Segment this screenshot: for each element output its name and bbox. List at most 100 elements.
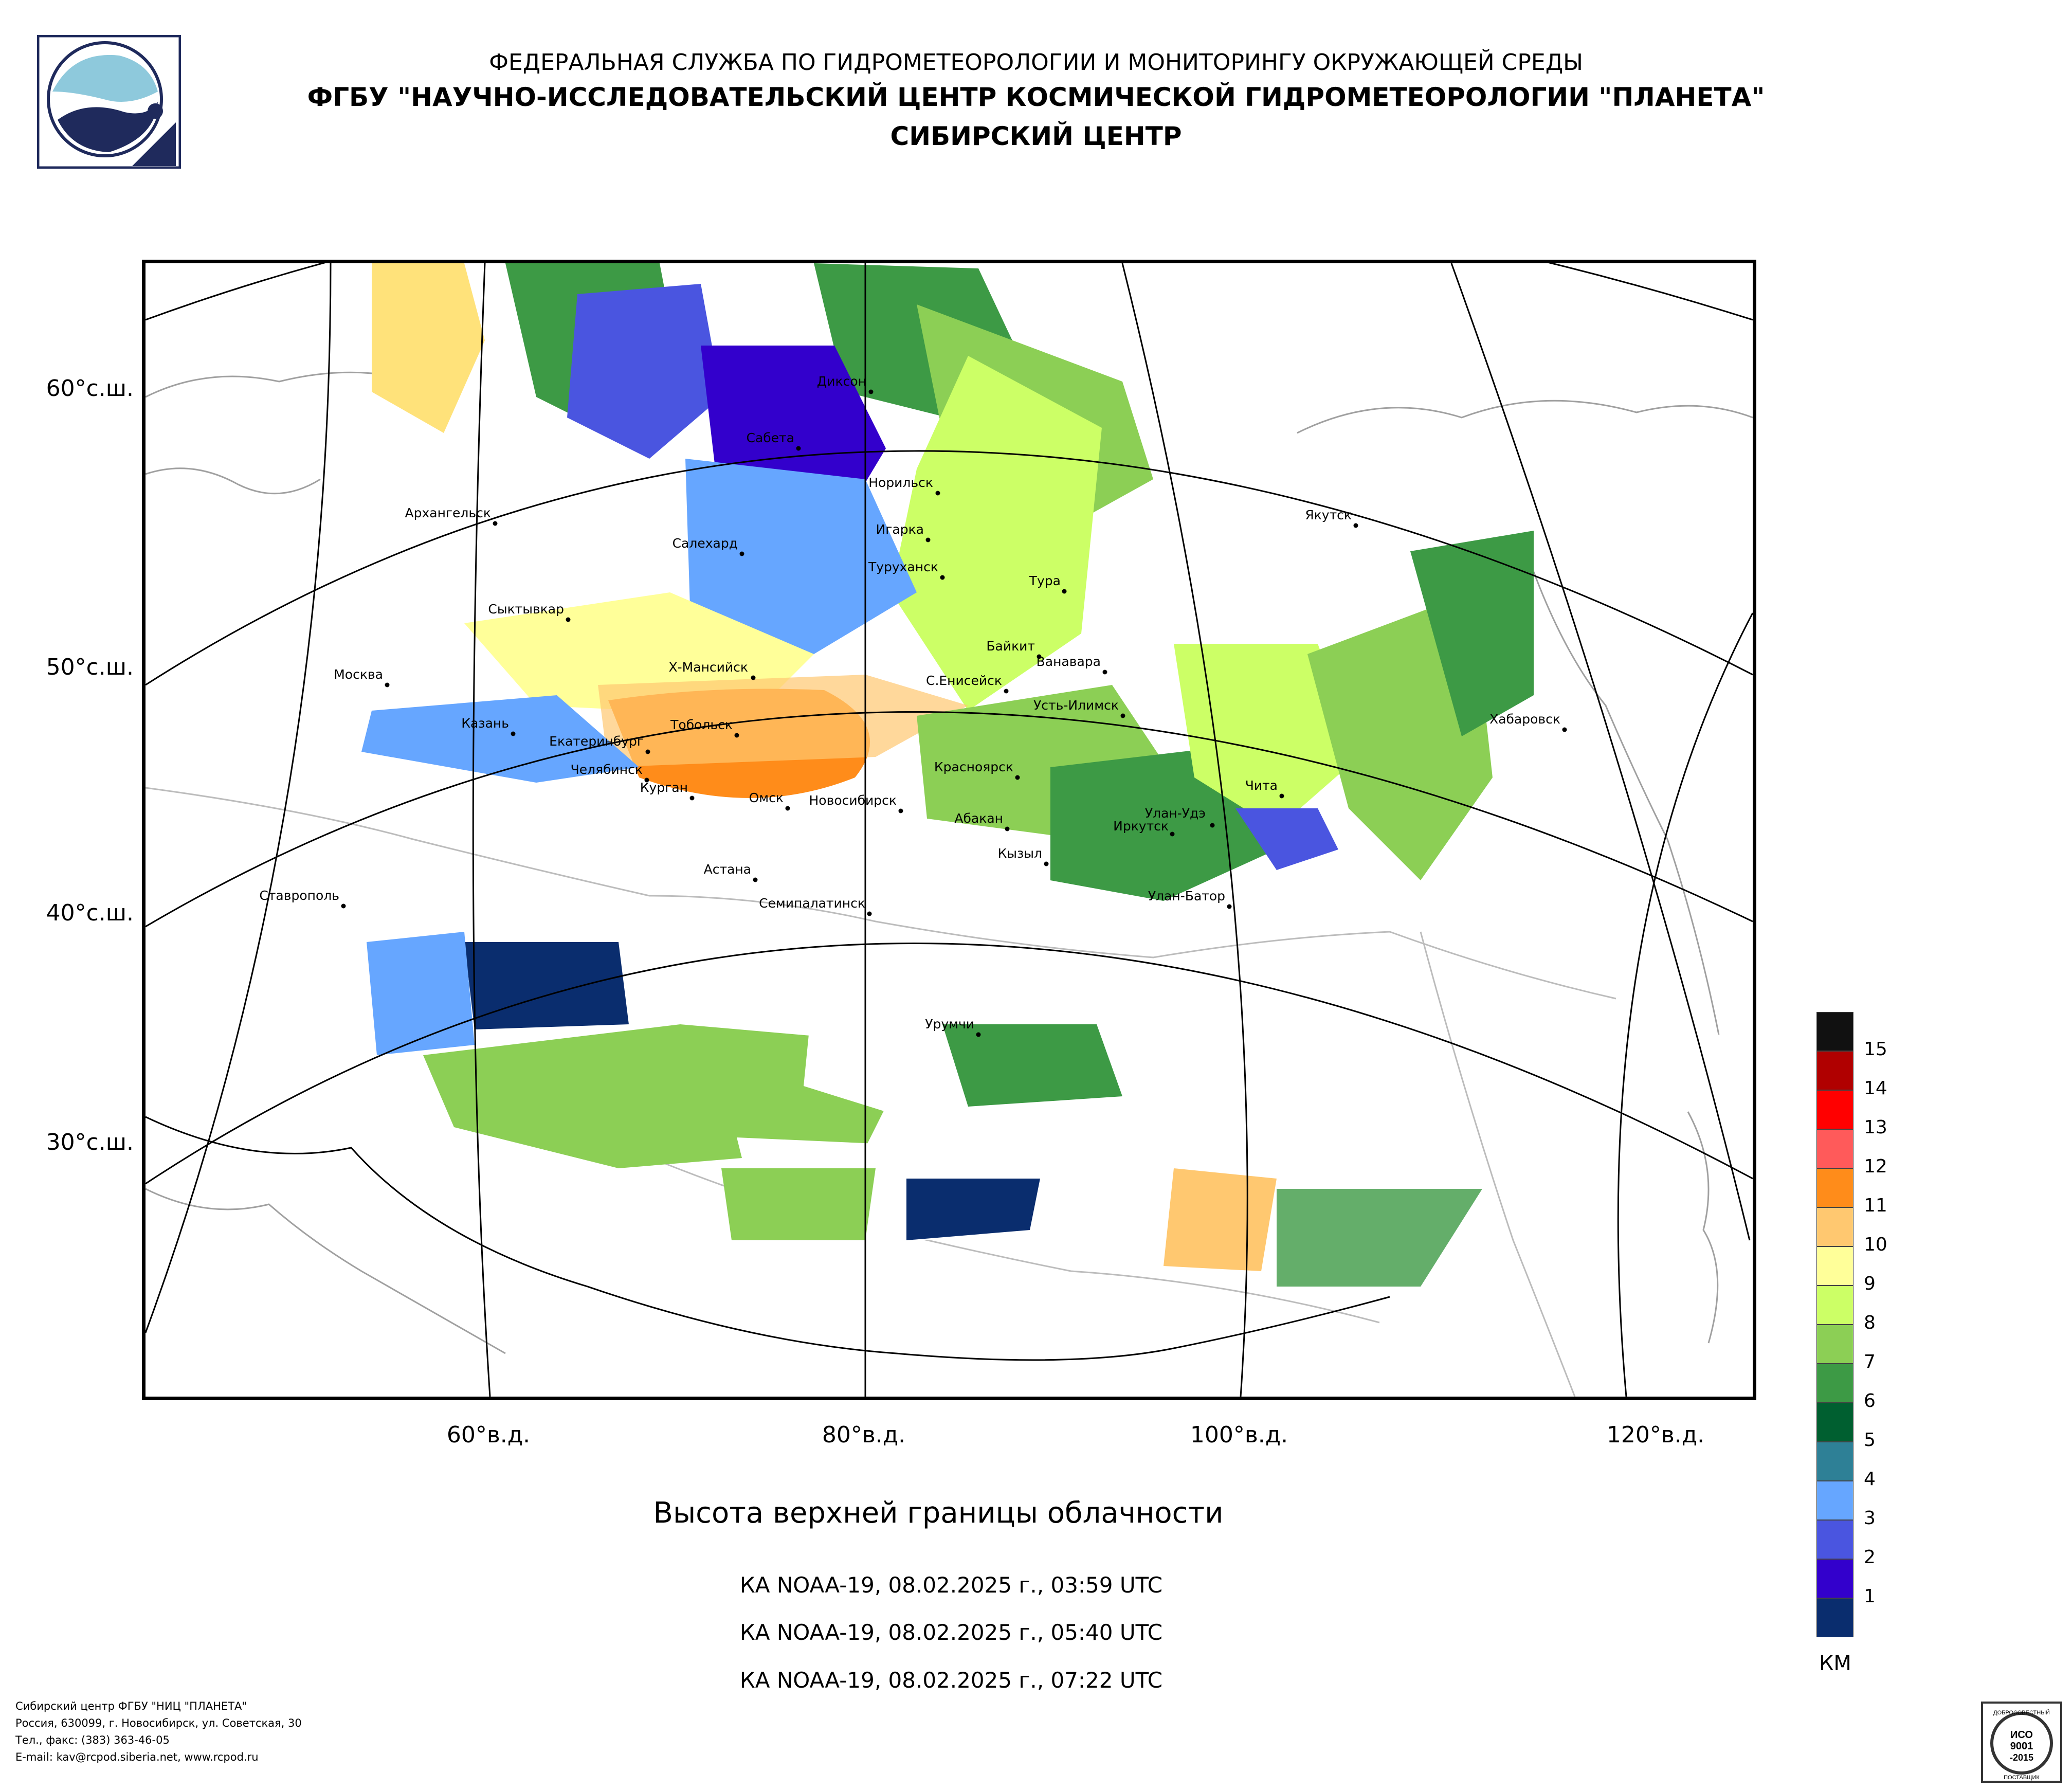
lon-label-80: 80°в.д. <box>822 1422 906 1448</box>
city-dot-kazan <box>511 731 516 736</box>
city-dot-semipalatinsk <box>867 911 872 916</box>
footer-phone: Тел., факс: (383) 363-46-05 <box>15 1734 170 1746</box>
legend-value-9: 9 <box>1864 1273 1876 1294</box>
city-dot-urumqi <box>976 1032 981 1037</box>
city-label-chelyabinsk: Челябинск <box>570 762 643 777</box>
city-dot-khabarovsk <box>1562 727 1567 732</box>
satellite-pass-3: КА NOAA-19, 08.02.2025 г., 07:22 UTC <box>739 1668 1163 1693</box>
city-dot-turukhansk <box>940 575 945 580</box>
lon-label-120: 120°в.д. <box>1606 1422 1705 1448</box>
city-label-dikson: Диксон <box>816 374 866 389</box>
city-label-ulan-ude: Улан-Удэ <box>1144 806 1206 821</box>
svg-text:-2015: -2015 <box>2010 1752 2033 1763</box>
legend-swatch-6 <box>1816 1364 1853 1403</box>
city-dot-s-eniseysk <box>1004 689 1009 694</box>
city-dot-igarka <box>925 537 931 542</box>
city-label-irkutsk: Иркутск <box>1113 819 1169 834</box>
agency-header: ФЕДЕРАЛЬНАЯ СЛУЖБА ПО ГИДРОМЕТЕОРОЛОГИИ … <box>489 49 1583 76</box>
city-label-igarka: Игарка <box>876 522 924 537</box>
city-dot-dikson <box>868 389 874 394</box>
city-dot-vanavara <box>1102 670 1107 675</box>
satellite-pass-1: КА NOAA-19, 08.02.2025 г., 03:59 UTC <box>739 1572 1163 1598</box>
legend-swatch-5 <box>1816 1403 1853 1442</box>
city-label-moscow: Москва <box>334 667 383 682</box>
city-label-s-eniseysk: С.Енисейск <box>925 673 1002 689</box>
city-dot-norilsk <box>935 491 940 496</box>
legend-swatch-2 <box>1816 1520 1853 1559</box>
map-canvas <box>146 263 1753 1397</box>
city-label-kurgan: Курган <box>640 780 688 795</box>
legend-swatch-below-1 <box>1816 1598 1853 1637</box>
svg-text:ИСО: ИСО <box>2010 1729 2033 1741</box>
legend-value-6: 6 <box>1864 1390 1876 1412</box>
city-dot-ulan-bator <box>1227 904 1232 909</box>
svg-text:ДОБРОСОВЕСТНЫЙ: ДОБРОСОВЕСТНЫЙ <box>1993 1709 2050 1716</box>
legend-value-8: 8 <box>1864 1312 1876 1333</box>
city-label-sabeta: Сабета <box>746 430 794 446</box>
city-label-syktyvkar: Сыктывкар <box>488 602 564 617</box>
city-label-astana: Астана <box>703 862 751 877</box>
lat-label-50: 50°с.ш. <box>46 654 134 680</box>
city-label-omsk: Омск <box>749 790 784 806</box>
city-dot-tura <box>1062 589 1067 594</box>
city-dot-yakutsk <box>1353 523 1358 528</box>
city-label-khabarovsk: Хабаровск <box>1489 712 1560 727</box>
city-dot-irkutsk <box>1170 831 1175 837</box>
legend-value-3: 3 <box>1864 1508 1876 1529</box>
city-label-novosibirsk: Новосибирск <box>809 793 897 808</box>
city-dot-ust-ilimsk <box>1120 713 1125 718</box>
city-label-norilsk: Норильск <box>868 475 933 491</box>
planeta-logo <box>37 35 181 169</box>
legend-swatch-12 <box>1816 1129 1853 1168</box>
lon-label-100: 100°в.д. <box>1190 1422 1288 1448</box>
city-dot-ulan-ude <box>1210 823 1215 828</box>
cloud-top-map: Диксон Сабета Норильск Архангельск Салех… <box>142 260 1756 1400</box>
institute-header: ФГБУ "НАУЧНО-ИССЛЕДОВАТЕЛЬСКИЙ ЦЕНТР КОС… <box>307 82 1765 112</box>
svg-text:ПОСТАВЩИК: ПОСТАВЩИК <box>2004 1775 2040 1781</box>
city-dot-ekaterinburg <box>645 749 650 754</box>
city-dot-abakan <box>1005 826 1010 831</box>
city-dot-baykit <box>1037 654 1042 659</box>
city-dot-khmansiysk <box>751 675 756 680</box>
city-dot-syktyvkar <box>566 617 571 622</box>
graticule <box>146 263 1753 1397</box>
city-label-krasnoyarsk: Красноярск <box>934 759 1013 775</box>
product-title: Высота верхней границы облачности <box>653 1496 1224 1530</box>
legend-value-5: 5 <box>1864 1430 1876 1451</box>
lat-label-30: 30°с.ш. <box>46 1129 134 1155</box>
lat-label-60: 60°с.ш. <box>46 375 134 402</box>
city-dot-novosibirsk <box>898 808 903 813</box>
legend-swatch-3 <box>1816 1481 1853 1520</box>
legend-swatch-1 <box>1816 1559 1853 1598</box>
city-dot-arkhangelsk <box>493 521 498 526</box>
iso-certification-badge: ДОБРОСОВЕСТНЫЙ ИСО 9001 -2015 ПОСТАВЩИК <box>1981 1702 2062 1783</box>
city-label-tobolsk: Тобольск <box>670 717 733 733</box>
height-legend <box>1816 1012 1855 1637</box>
footer-org: Сибирский центр ФГБУ "НИЦ "ПЛАНЕТА" <box>15 1700 247 1712</box>
city-label-tura: Тура <box>1029 573 1061 589</box>
city-dot-astana <box>753 877 758 882</box>
city-dot-krasnoyarsk <box>1015 775 1020 780</box>
legend-value-14: 14 <box>1864 1078 1887 1099</box>
legend-value-2: 2 <box>1864 1547 1876 1568</box>
graticule-lat-20 <box>146 1116 1390 1361</box>
svg-text:9001: 9001 <box>2010 1741 2033 1752</box>
lon-label-60: 60°в.д. <box>446 1422 531 1448</box>
city-dot-stavropol <box>341 903 346 909</box>
city-dot-tobolsk <box>734 733 739 738</box>
city-label-ust-ilimsk: Усть-Илимск <box>1033 698 1119 713</box>
legend-swatch-8 <box>1816 1286 1853 1325</box>
legend-swatch-15 <box>1816 1012 1853 1051</box>
legend-swatch-9 <box>1816 1246 1853 1286</box>
city-dot-chelyabinsk <box>644 777 649 783</box>
legend-swatch-10 <box>1816 1207 1853 1246</box>
satellite-pass-2: КА NOAA-19, 08.02.2025 г., 05:40 UTC <box>739 1620 1163 1645</box>
city-dot-kurgan <box>689 795 695 801</box>
lat-label-40: 40°с.ш. <box>46 900 134 926</box>
city-label-arkhangelsk: Архангельск <box>405 505 491 521</box>
footer-email: E-mail: kav@rcpod.siberia.net, www.rcpod… <box>15 1751 259 1763</box>
city-dot-kyzyl <box>1044 861 1049 866</box>
legend-value-15: 15 <box>1864 1039 1887 1060</box>
footer-contacts: Сибирский центр ФГБУ "НИЦ "ПЛАНЕТА" Росс… <box>15 1698 302 1766</box>
legend-swatch-4 <box>1816 1442 1853 1481</box>
